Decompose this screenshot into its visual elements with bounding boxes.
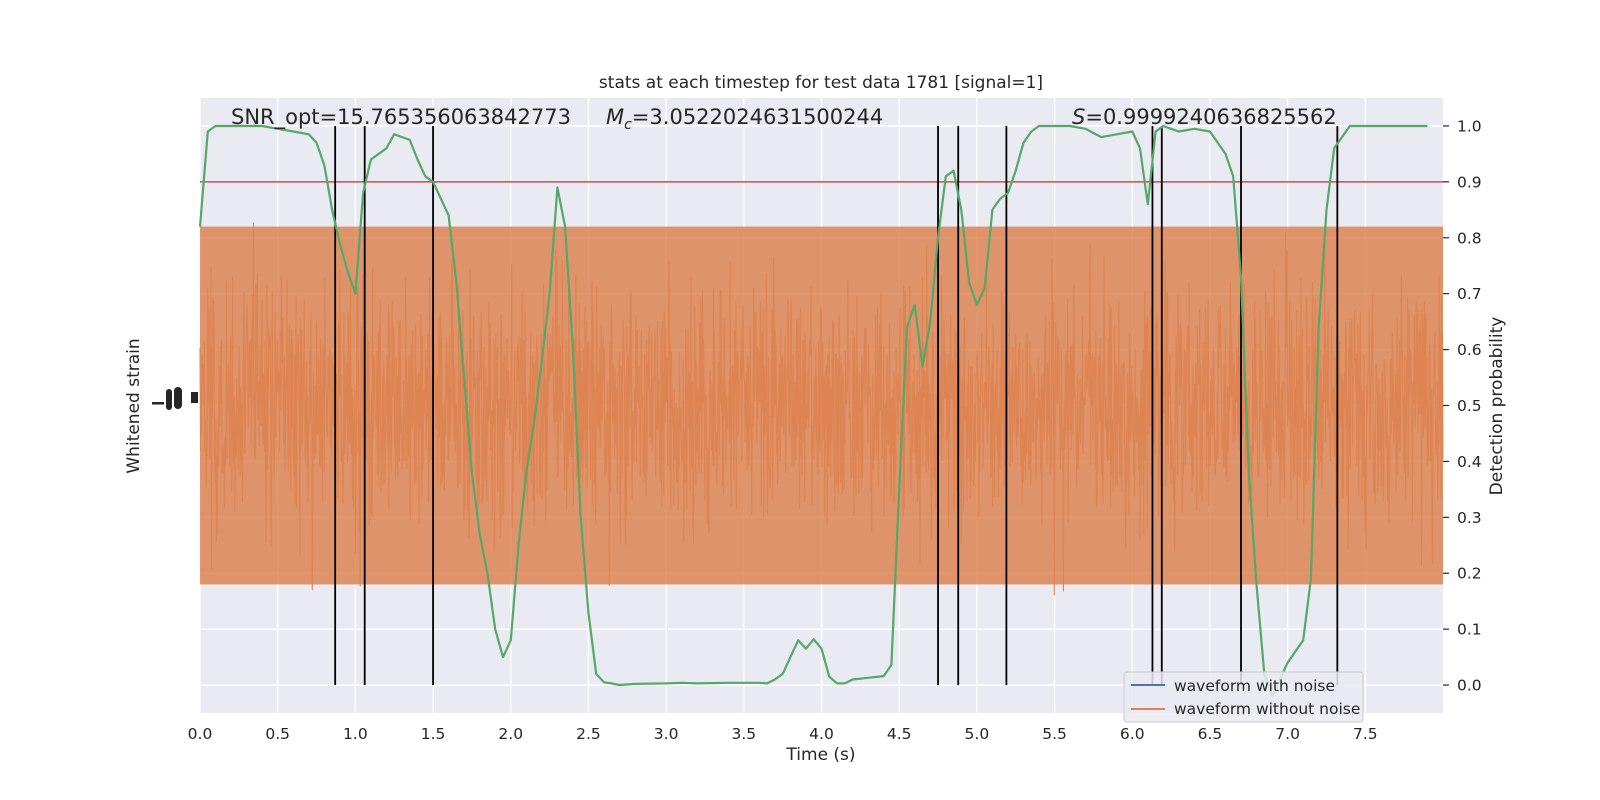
tick-label-x: 2.5	[576, 725, 601, 743]
tick-label-x: 2.0	[498, 725, 523, 743]
tick-label-x: 6.0	[1120, 725, 1145, 743]
x-axis-ticks: 0.0 0.5 1.0 1.5 2.0 2.5 3.0 3.5 4.0 4.5 5.0 5.5 6.0 6…	[188, 725, 1378, 743]
legend: waveform with noise waveform without noi…	[1123, 671, 1364, 723]
tick-label-right: 0.1	[1457, 621, 1482, 639]
tick-label-right: 0.9	[1457, 173, 1482, 191]
detection-probability-series	[198, 124, 1428, 698]
tick-label-right: 0.5	[1457, 397, 1482, 415]
left-axis-tick-labels	[152, 387, 198, 410]
left-axis-label: Whitened strain	[124, 338, 144, 473]
strain-line	[199, 222, 1444, 596]
right-axis-label: Detection probability	[1487, 317, 1507, 496]
right-axis-ticks: 0.0 0.1 0.2 0.3 0.4 0.5 0.6 0.7 0.8 0.9 1.0	[1443, 117, 1482, 695]
event-markers	[334, 125, 1339, 686]
legend-label-with-noise: waveform with noise	[1174, 677, 1335, 695]
score-annotation: S=0.9999240636825562	[1072, 105, 1337, 129]
tick-label-x: 1.5	[421, 725, 446, 743]
chart-title: stats at each timestep for test data 178…	[599, 73, 1043, 93]
tick-label-right: 0.7	[1457, 285, 1482, 303]
tick-label-x: 5.0	[965, 725, 990, 743]
tick-label-x: 4.5	[887, 725, 912, 743]
tick-label-right: 0.3	[1457, 509, 1482, 527]
chirp-mass-annotation: Mc=3.0522024631500244	[606, 105, 883, 133]
tick-label-right: 0.2	[1457, 565, 1482, 583]
tick-label-right: 0.8	[1457, 229, 1482, 247]
tick-label-x: 7.0	[1275, 725, 1300, 743]
tick-label-x: 7.5	[1353, 725, 1378, 743]
tick-label-x: 4.0	[809, 725, 834, 743]
tick-label-x: 0.0	[188, 725, 213, 743]
tick-label-right: 0.0	[1457, 677, 1482, 695]
tick-label-x: 1.0	[343, 725, 368, 743]
tick-label-x: 0.5	[265, 725, 290, 743]
legend-label-without-noise: waveform without noise	[1174, 700, 1360, 718]
tick-label-x: 6.5	[1198, 725, 1223, 743]
snr-annotation: SNR_opt=15.765356063842773	[231, 105, 571, 130]
tick-label-x: 5.5	[1042, 725, 1067, 743]
tick-label-x: 3.0	[654, 725, 679, 743]
tick-label-x: 3.5	[731, 725, 756, 743]
strain-series	[199, 222, 1444, 596]
tick-label-right: 1.0	[1457, 117, 1482, 135]
tick-label-right: 0.4	[1457, 453, 1482, 471]
tick-label-right: 0.6	[1457, 341, 1482, 359]
x-axis-label: Time (s)	[785, 745, 855, 765]
detection-probability-line	[198, 124, 1428, 698]
